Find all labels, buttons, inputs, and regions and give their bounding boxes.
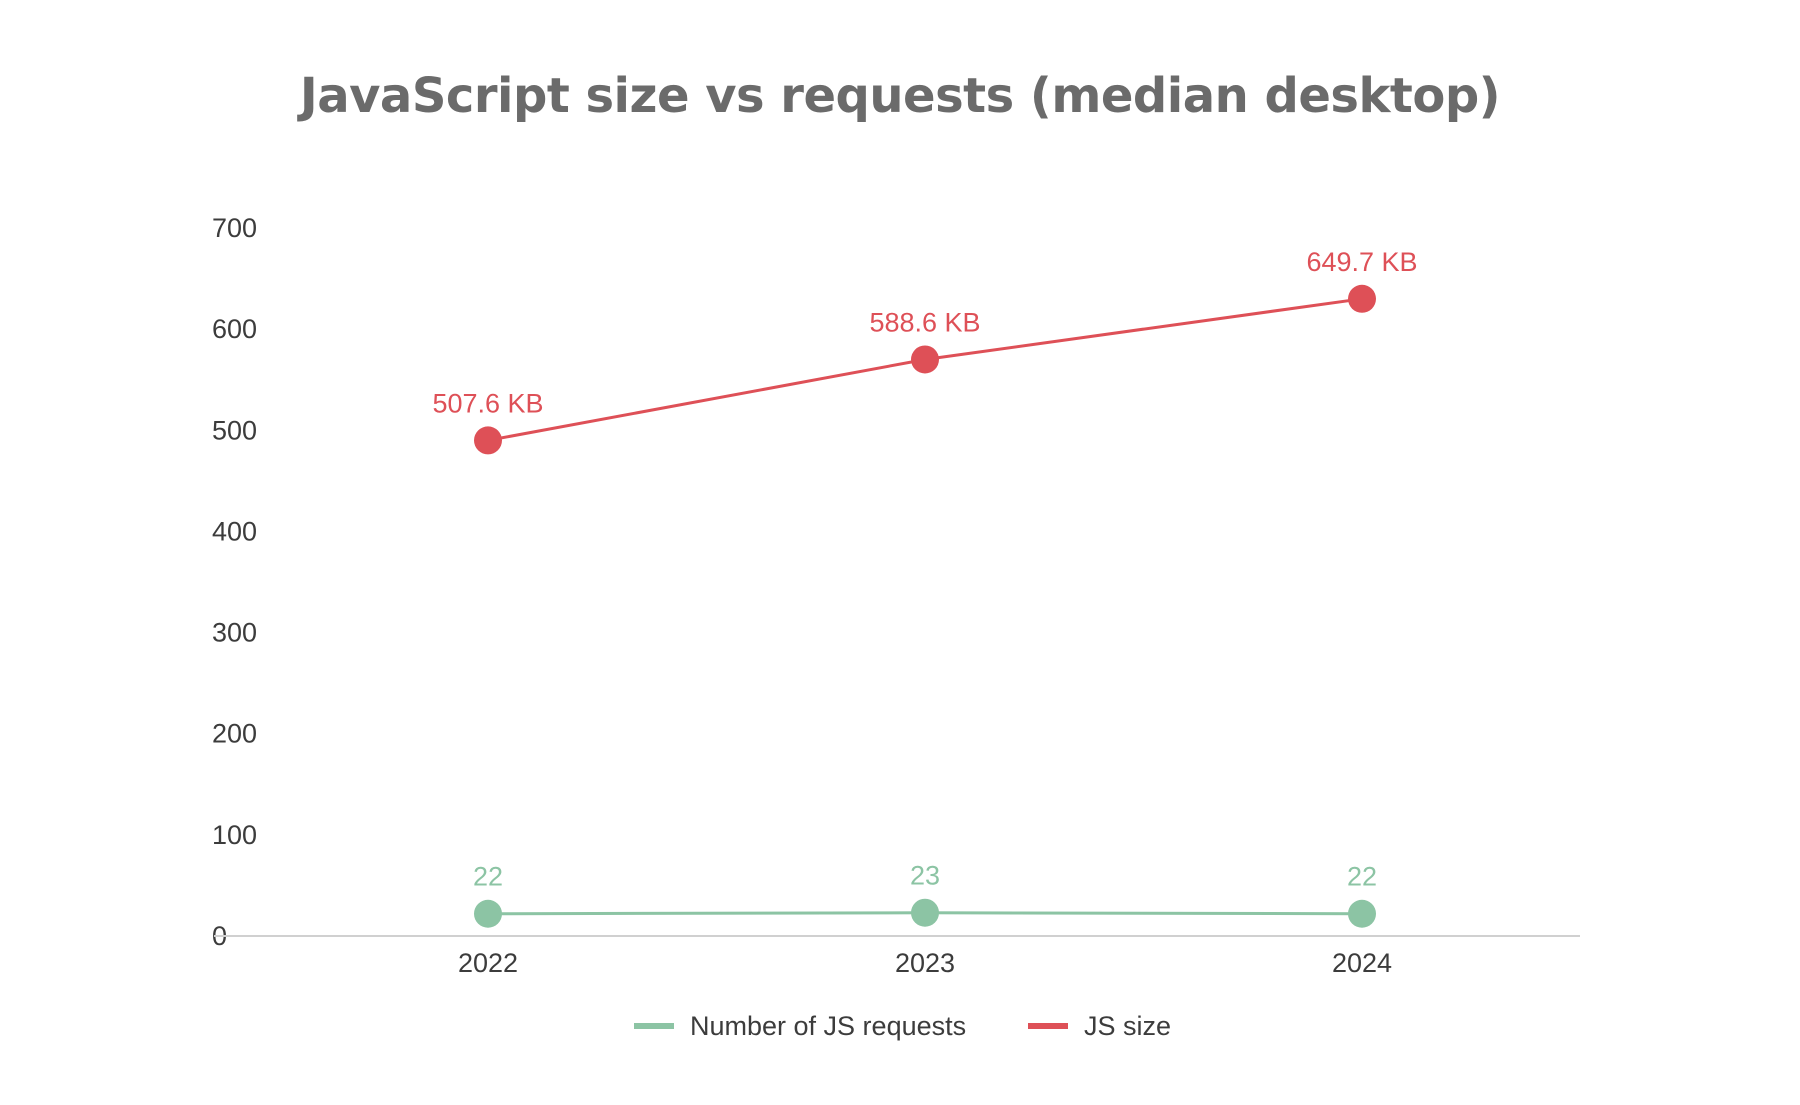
y-tick-label: 100 — [212, 820, 257, 850]
x-tick-label: 2022 — [458, 948, 518, 978]
data-point — [474, 899, 502, 928]
data-label: 507.6 KB — [432, 388, 543, 418]
data-label: 649.7 KB — [1306, 247, 1417, 277]
y-tick-label: 700 — [212, 213, 257, 243]
legend-label: Number of JS requests — [690, 1011, 966, 1041]
x-tick-label: 2024 — [1332, 948, 1392, 978]
x-tick-label: 2023 — [895, 948, 955, 978]
series-1: 507.6 KB 588.6 KB 649.7 KB — [432, 247, 1418, 455]
y-tick-label: 500 — [212, 415, 257, 445]
data-label: 588.6 KB — [869, 307, 980, 337]
chart-title: JavaScript size vs requests (median desk… — [299, 68, 1501, 124]
legend-item: JS size — [1028, 1011, 1171, 1041]
data-label: 22 — [473, 862, 503, 892]
y-tick-label: 400 — [212, 516, 257, 546]
data-point — [474, 426, 502, 455]
legend-item: Number of JS requests — [634, 1011, 966, 1041]
y-tick-label: 200 — [212, 719, 257, 749]
x-axis: 2022 2023 2024 — [214, 935, 1580, 978]
legend: Number of JS requests JS size — [634, 1011, 1171, 1041]
series-layer: 22 23 22 507.6 KB 588.6 KB 649.7 KB — [432, 247, 1418, 928]
data-point — [911, 345, 939, 374]
data-label: 23 — [910, 861, 940, 891]
data-point — [1348, 284, 1376, 313]
data-point — [911, 898, 939, 927]
y-tick-label: 300 — [212, 618, 257, 648]
series-0: 22 23 22 — [473, 861, 1377, 928]
data-label: 22 — [1347, 862, 1377, 892]
y-tick-label: 600 — [212, 314, 257, 344]
legend-label: JS size — [1084, 1011, 1171, 1041]
data-point — [1348, 899, 1376, 928]
